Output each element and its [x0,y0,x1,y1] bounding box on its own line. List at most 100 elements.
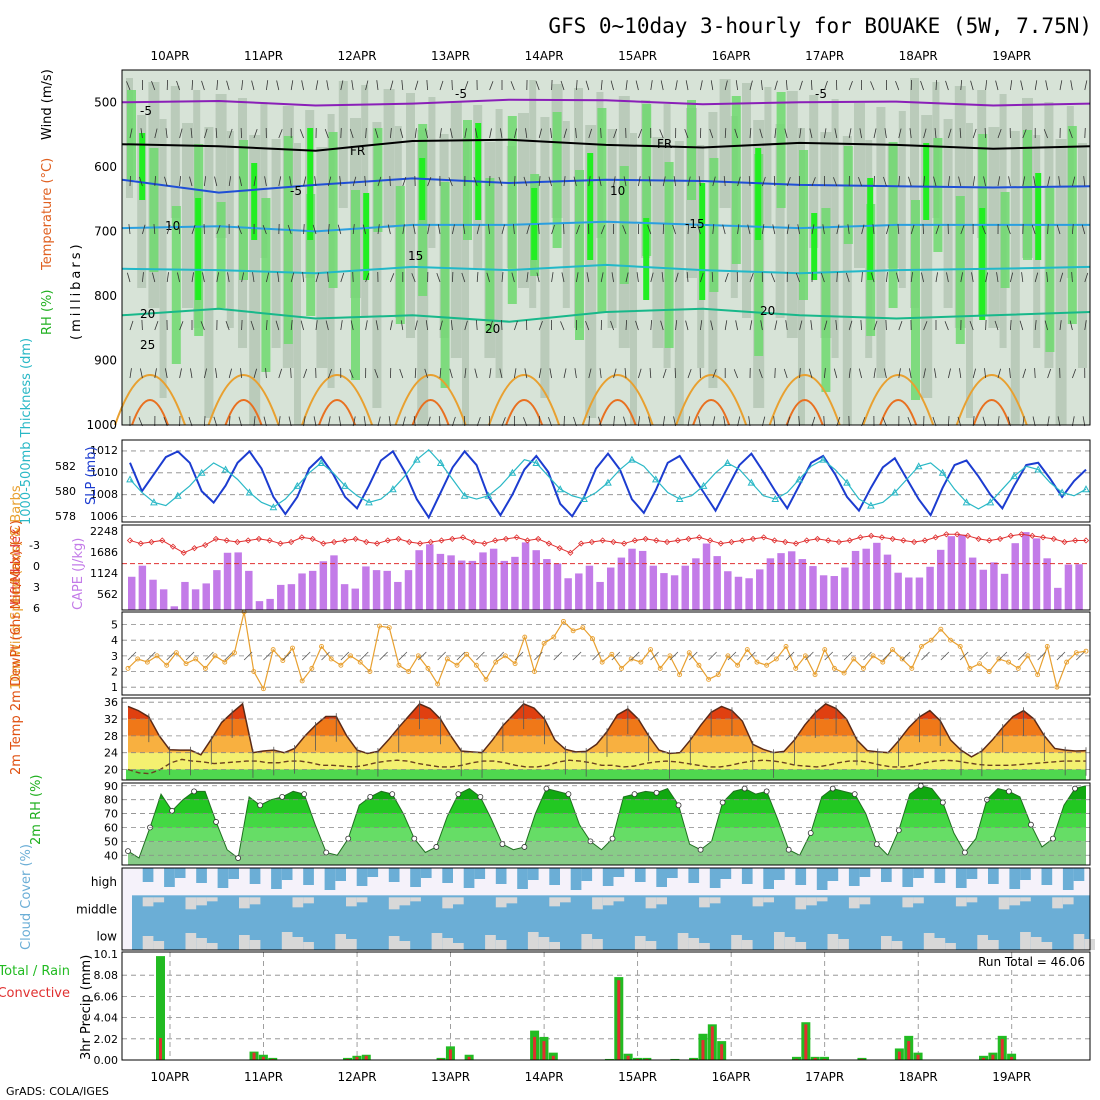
wind-barb [733,369,738,379]
rh-band-bright [587,153,594,260]
cape-bar [351,588,359,610]
rh-band-bright [643,218,650,300]
wind-speed-marker [735,662,741,668]
wind-barb [635,320,639,331]
precip-tick: 4.04 [94,1012,119,1025]
wind-speed-marker [231,650,237,656]
wind-barb [365,128,367,139]
precip-conv-bar [860,1058,864,1060]
wind-barb [1070,80,1073,91]
wind-barb [910,272,913,283]
wind-barb [399,128,404,139]
thickness-marker [651,475,660,483]
wind-barb [262,225,267,235]
wind-barb [749,273,754,283]
cape-bar [873,542,881,610]
wind-barb [824,80,828,91]
precip-conv-bar [692,1058,696,1060]
rh-marker [653,789,660,796]
precip-conv-bar [551,1055,555,1060]
wind-barb [995,80,999,91]
cape-bar [692,558,700,610]
panel-frame-wind [121,611,1091,696]
thickness-tick: 582 [55,460,76,473]
wind-speed-marker [454,662,460,668]
lifted-index-marker [1082,537,1090,544]
lifted-index-marker [631,537,638,544]
cloud-high-cell [848,868,860,886]
cape-bar [1000,573,1009,610]
wind-barb [673,176,676,187]
wind-barb [312,224,317,235]
rh-band [910,78,919,308]
wind-barb [700,320,703,331]
lifted-index-marker [717,540,724,547]
cloud-low-gap [1030,937,1042,950]
precip-conv-bar [617,980,621,1060]
wind-barb [848,368,851,379]
lifted-index-marker [126,537,134,544]
wind-barb [375,320,379,331]
isotherm-label: -5 [455,87,467,101]
wind-barb [575,128,577,139]
wind-barb [759,128,763,139]
wind-barb [250,320,255,331]
wind-barb [340,320,343,331]
lifted-index-marker [288,538,295,546]
thickness-marker [819,455,827,463]
cloud-low-gap [592,939,603,950]
wind-barb [400,320,404,331]
rh-band-bright [1035,173,1042,260]
cloud-high-cell [634,868,646,882]
wind-barb [724,320,728,331]
wind-speed-marker [1073,650,1079,656]
wind-barb [1072,369,1077,379]
cape-bar [1075,564,1083,610]
cloud-mid-gap [206,897,218,902]
wind-speed-marker [580,625,586,631]
wind-barb [154,176,156,187]
wind-barb [228,176,232,187]
wind-barb [412,224,416,235]
wind-barb [785,80,788,91]
cloud-low-gap [988,940,999,950]
rh-marker [477,793,484,800]
rh-band-bright [923,143,930,220]
cloud-high-cell [1073,868,1085,881]
lifted-index-marker [545,540,552,547]
date-tick-top: 10APR [150,49,189,63]
rh-band [249,135,261,425]
rh-marker [939,799,946,806]
wind-barb [749,80,753,91]
rh2m-axis-label: 2m RH (%) [29,774,44,845]
cloud-low-gap [346,939,357,950]
wind-barb [337,224,342,235]
cloud-mid-gap [560,897,571,903]
pressure-tick: 500 [94,95,117,109]
wind-barb [365,320,368,331]
rh-band-green [149,148,159,272]
wind-barb [948,416,950,427]
isotherm-label: -5 [140,104,152,118]
wind-barb [349,128,354,139]
cape-bar [905,577,913,610]
cloud-high-cell [602,868,614,886]
wind-barb [588,128,593,139]
cape-bar [862,548,870,610]
rh-band [294,143,301,425]
cloud-high-cell [667,868,678,878]
rh-marker [191,788,197,795]
date-tick-top: 18APR [899,49,938,63]
wind-speed-marker [967,665,973,671]
wind-speed-marker [1044,644,1050,649]
cape-bar [489,548,498,610]
wind-barb-10m [843,651,853,661]
cape-bar [990,562,998,610]
wind-barb [476,272,479,283]
isotherm-25 [114,374,186,426]
wind-speed-marker [599,659,605,665]
precip-legend-total: Total / Rain [0,964,70,979]
cloud-mid-gap [752,897,764,907]
wind-barb [623,416,627,427]
lifted-index-marker [245,537,252,544]
